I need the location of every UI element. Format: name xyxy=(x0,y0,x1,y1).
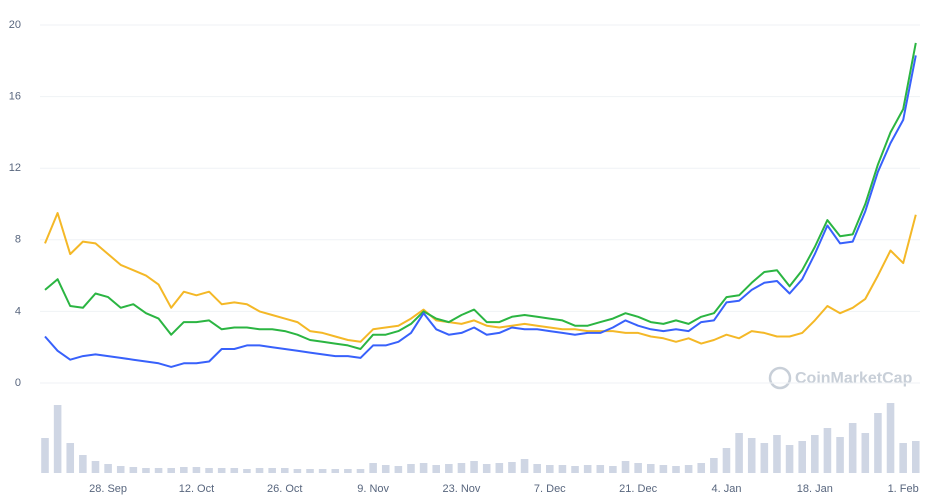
volume-bar xyxy=(495,463,504,473)
volume-bar xyxy=(116,466,125,473)
volume-bar xyxy=(243,469,251,473)
volume-bar xyxy=(255,468,264,473)
x-tick-label: 9. Nov xyxy=(357,483,389,495)
volume-bar xyxy=(369,463,377,473)
grid xyxy=(40,24,920,384)
volume-bar xyxy=(407,464,415,473)
volume-bar xyxy=(886,403,895,473)
volume-bar xyxy=(798,441,806,473)
x-tick-label: 1. Feb xyxy=(888,483,919,495)
volume-bar xyxy=(129,467,138,473)
volume-bar xyxy=(646,464,655,473)
volume-bar xyxy=(53,405,62,473)
series-line xyxy=(44,212,917,345)
volume-bar xyxy=(432,465,441,473)
volume-bar xyxy=(306,469,314,473)
volume-bar xyxy=(41,438,49,473)
volume-bar xyxy=(672,466,680,473)
volume-bar xyxy=(154,468,163,473)
watermark: CoinMarketCap xyxy=(768,366,913,390)
volume-bar xyxy=(79,455,87,473)
series-line xyxy=(44,42,917,350)
x-tick-label: 18. Jan xyxy=(797,483,833,495)
x-tick-label: 12. Oct xyxy=(179,483,214,495)
volume-bar xyxy=(735,433,743,473)
volume-bar xyxy=(697,463,706,473)
volume-bar xyxy=(293,469,302,473)
volume-bar xyxy=(66,443,75,473)
x-tick-label: 26. Oct xyxy=(267,483,302,495)
watermark-text: CoinMarketCap xyxy=(795,370,913,387)
volume-bar xyxy=(760,443,769,473)
volume-bar xyxy=(823,428,832,473)
volume-bar xyxy=(911,441,920,473)
x-tick-label: 21. Dec xyxy=(619,483,657,495)
volume-bar xyxy=(268,468,276,473)
volume-bar xyxy=(445,464,453,473)
volume-bar xyxy=(508,462,516,473)
volume-bar xyxy=(142,468,150,473)
y-tick-label: 16 xyxy=(9,91,21,103)
volume-bar xyxy=(634,463,642,473)
volume-bar xyxy=(520,459,529,473)
volume-bar xyxy=(230,468,239,473)
volume-bar xyxy=(785,445,794,473)
volume-bar xyxy=(861,433,870,473)
x-tick-label: 23. Nov xyxy=(442,483,480,495)
x-tick-label: 4. Jan xyxy=(711,483,741,495)
y-tick-label: 8 xyxy=(15,234,21,246)
volume-bar xyxy=(621,461,630,473)
volume-bar xyxy=(596,465,605,473)
volume-bar xyxy=(381,465,390,473)
volume-bar xyxy=(192,467,201,473)
volume-bar xyxy=(482,464,491,473)
volume-bar xyxy=(659,465,668,473)
volume-bar xyxy=(419,463,428,473)
volume-bar xyxy=(773,435,781,473)
volume-bar xyxy=(457,463,466,473)
volume-bar xyxy=(747,438,756,473)
volume-bar xyxy=(546,465,554,473)
volume-bar xyxy=(318,469,327,473)
volume-bar xyxy=(205,468,213,473)
volume-bar xyxy=(811,435,819,473)
volume-bar xyxy=(571,466,579,473)
series-line xyxy=(44,55,917,368)
volume-bar xyxy=(217,468,226,473)
x-tick-label: 28. Sep xyxy=(89,483,127,495)
volume-bar xyxy=(356,469,365,473)
volume-bar xyxy=(722,448,731,473)
volume-bar xyxy=(167,468,175,473)
y-tick-label: 4 xyxy=(15,305,21,317)
volume-bar xyxy=(104,464,112,473)
volume-bar xyxy=(583,465,592,473)
y-tick-label: 0 xyxy=(15,377,21,389)
volume-bar xyxy=(533,464,541,473)
volume-bar xyxy=(331,469,340,473)
volume-bar xyxy=(344,469,352,473)
volume-bar xyxy=(180,467,188,473)
volume-bar xyxy=(470,461,478,473)
y-tick-label: 12 xyxy=(9,162,21,174)
volume-bar xyxy=(280,468,289,473)
volume-bar xyxy=(874,413,882,473)
volume-bar xyxy=(848,423,857,473)
x-tick-label: 7. Dec xyxy=(534,483,566,495)
volume-bar xyxy=(710,458,718,473)
watermark-logo xyxy=(768,366,792,390)
volume-bar xyxy=(899,443,907,473)
volume-bar xyxy=(684,465,693,473)
y-tick-label: 20 xyxy=(9,19,21,31)
volume-bar xyxy=(836,437,844,473)
volume-bar xyxy=(394,466,403,473)
volume-bar xyxy=(558,465,567,473)
volume-bar xyxy=(609,466,617,473)
volume-bar xyxy=(91,461,100,473)
